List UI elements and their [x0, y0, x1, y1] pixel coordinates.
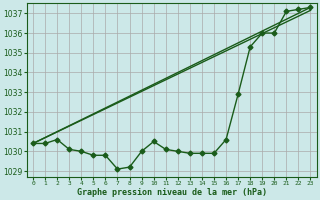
- X-axis label: Graphe pression niveau de la mer (hPa): Graphe pression niveau de la mer (hPa): [77, 188, 267, 197]
